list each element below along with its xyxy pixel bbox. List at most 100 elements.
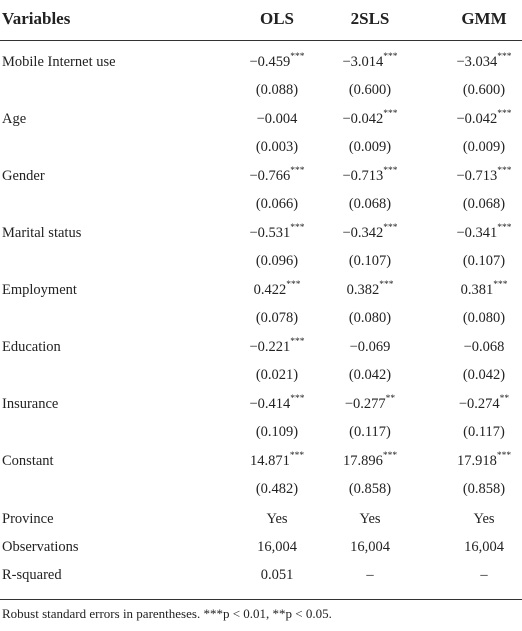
- coefficient: −3.034***: [456, 52, 511, 72]
- significance-stars: ***: [290, 337, 305, 348]
- coefficient-value: −0.042: [456, 111, 498, 127]
- coefficient-value: 0.381: [460, 282, 494, 298]
- column-header: Variables: [2, 9, 71, 28]
- coefficient-value: −0.042: [342, 111, 384, 127]
- significance-stars: **: [385, 394, 396, 405]
- standard-error: (0.117): [349, 424, 391, 440]
- coefficient-value: −0.459: [249, 54, 291, 70]
- variable-name: Education: [2, 339, 61, 355]
- significance-stars: ***: [497, 52, 512, 63]
- coefficient-value: −0.004: [256, 111, 298, 127]
- coefficient: −0.221***: [249, 337, 304, 357]
- variable-name: Constant: [2, 453, 54, 469]
- coefficient: −0.042***: [342, 109, 397, 129]
- standard-error: (0.482): [255, 481, 299, 497]
- coefficient: 0.382***: [347, 280, 394, 300]
- significance-stars: ***: [290, 52, 305, 63]
- significance-stars: ***: [383, 223, 398, 234]
- coefficient-value: −0.531: [249, 225, 291, 241]
- coefficient: −0.004: [257, 109, 298, 129]
- footer-label: Observations: [2, 539, 79, 555]
- significance-stars: ***: [382, 451, 398, 462]
- coefficient-value: −0.069: [349, 339, 391, 355]
- standard-error: (0.096): [255, 253, 299, 269]
- standard-error: (0.080): [348, 310, 392, 326]
- standard-error: (0.088): [255, 82, 299, 98]
- footer-value: 16,004: [257, 539, 297, 555]
- variable-name: Age: [2, 111, 27, 127]
- coefficient-value: −3.014: [342, 54, 384, 70]
- coefficient: −0.277**: [345, 394, 395, 414]
- coefficient-value: −0.713: [456, 168, 498, 184]
- standard-error: (0.066): [255, 196, 299, 212]
- standard-error: (0.600): [348, 82, 392, 98]
- coefficient-value: −0.342: [342, 225, 384, 241]
- significance-stars: ***: [383, 52, 398, 63]
- coefficient-value: 17.918: [456, 453, 497, 469]
- coefficient-value: −0.277: [344, 396, 386, 412]
- table-note: Robust standard errors in parentheses. *…: [2, 606, 332, 621]
- standard-error: (0.021): [255, 367, 299, 383]
- footer-value: 16,004: [350, 539, 390, 555]
- standard-error: (0.107): [462, 253, 506, 269]
- footer-value: Yes: [266, 511, 288, 527]
- significance-stars: ***: [496, 451, 512, 462]
- standard-error: (0.078): [255, 310, 299, 326]
- standard-error: (0.009): [348, 139, 392, 155]
- significance-stars: ***: [493, 280, 508, 291]
- standard-error: (0.117): [463, 424, 505, 440]
- standard-error: (0.009): [462, 139, 506, 155]
- standard-error: (0.042): [348, 367, 392, 383]
- bottom-rule: [0, 599, 522, 600]
- standard-error: (0.080): [462, 310, 506, 326]
- coefficient-value: −0.414: [249, 396, 291, 412]
- coefficient: −0.766***: [249, 166, 304, 186]
- coefficient: −3.014***: [342, 52, 397, 72]
- coefficient: −0.713***: [342, 166, 397, 186]
- coefficient-value: −0.341: [456, 225, 498, 241]
- coefficient-value: −3.034: [456, 54, 498, 70]
- significance-stars: **: [499, 394, 510, 405]
- coefficient: −0.414***: [249, 394, 304, 414]
- variable-name: Gender: [2, 168, 45, 184]
- significance-stars: ***: [383, 109, 398, 120]
- significance-stars: ***: [497, 166, 512, 177]
- coefficient-value: −0.713: [342, 168, 384, 184]
- coefficient-value: −0.274: [458, 396, 500, 412]
- standard-error: (0.068): [348, 196, 392, 212]
- standard-error: (0.858): [348, 481, 392, 497]
- coefficient-value: −0.766: [249, 168, 291, 184]
- coefficient-value: 17.896: [342, 453, 383, 469]
- coefficient-value: −0.068: [463, 339, 505, 355]
- significance-stars: ***: [289, 451, 305, 462]
- variable-name: Marital status: [2, 225, 82, 241]
- standard-error: (0.042): [462, 367, 506, 383]
- coefficient-value: 14.871: [249, 453, 290, 469]
- footer-label: R-squared: [2, 567, 62, 583]
- footer-value: 0.051: [260, 567, 294, 583]
- significance-stars: ***: [383, 166, 398, 177]
- coefficient: 14.871***: [250, 451, 304, 471]
- footer-label: Province: [2, 511, 54, 527]
- variable-name: Employment: [2, 282, 77, 298]
- coefficient: −0.459***: [249, 52, 304, 72]
- coefficient: −0.042***: [456, 109, 511, 129]
- significance-stars: ***: [290, 223, 305, 234]
- standard-error: (0.600): [462, 82, 506, 98]
- significance-stars: ***: [286, 280, 301, 291]
- significance-stars: ***: [379, 280, 394, 291]
- significance-stars: ***: [497, 109, 512, 120]
- coefficient: −0.342***: [342, 223, 397, 243]
- coefficient: −0.069: [350, 337, 391, 357]
- coefficient: −0.713***: [456, 166, 511, 186]
- standard-error: (0.109): [255, 424, 299, 440]
- column-header: OLS: [259, 9, 295, 28]
- coefficient: −0.341***: [456, 223, 511, 243]
- header-rule: [0, 40, 522, 41]
- footer-value: 16,004: [464, 539, 504, 555]
- significance-stars: ***: [497, 223, 512, 234]
- standard-error: (0.107): [348, 253, 392, 269]
- footer-value: –: [366, 567, 374, 583]
- coefficient: −0.068: [464, 337, 505, 357]
